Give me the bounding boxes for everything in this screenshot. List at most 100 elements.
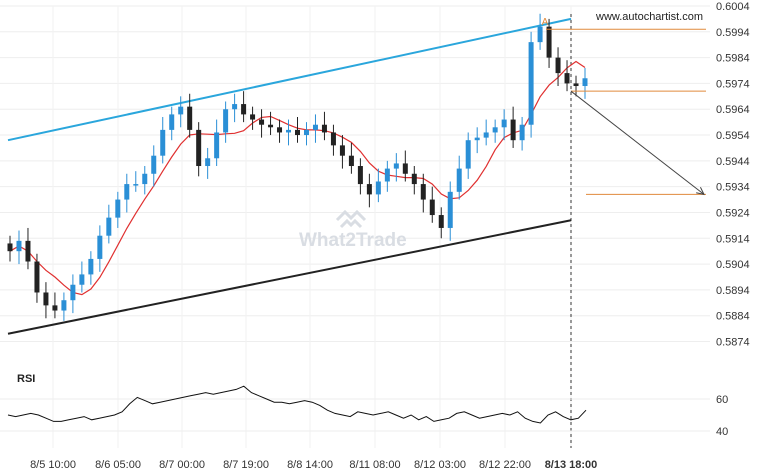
candle-body xyxy=(447,191,453,228)
candle xyxy=(142,166,148,195)
candle-body xyxy=(97,235,103,259)
candle xyxy=(34,253,40,303)
candle xyxy=(268,111,274,136)
candle-body xyxy=(564,73,570,84)
candle-body xyxy=(259,119,265,125)
candle-body xyxy=(214,132,220,159)
candle-body xyxy=(250,114,256,120)
candle-body xyxy=(519,124,525,141)
candle-body xyxy=(582,78,588,87)
price-tick-label: 0.5894 xyxy=(716,285,750,297)
source-label[interactable]: www.autochartist.com xyxy=(595,11,703,23)
time-tick-label: 8/12 03:00 xyxy=(414,459,466,471)
candle xyxy=(384,160,390,192)
grid xyxy=(0,5,710,448)
candle xyxy=(348,142,354,174)
candle-body xyxy=(160,129,166,156)
candle-body xyxy=(70,284,76,301)
price-tick-label: 0.5874 xyxy=(716,337,750,349)
price-tick-label: 0.5924 xyxy=(716,207,750,219)
candle-body xyxy=(528,42,534,125)
candle-body xyxy=(465,140,471,169)
candle-body xyxy=(295,129,300,136)
price-tick-label: 0.5884 xyxy=(716,311,750,323)
candle-body xyxy=(357,166,363,185)
price-tick-label: 0.5904 xyxy=(716,259,750,271)
price-axis: 0.6004 0.5994 0.5984 0.5974 0.5964 0.5954 0.59… xyxy=(716,1,750,349)
price-tick-label: 0.5994 xyxy=(716,27,750,39)
time-tick-label: 8/5 10:00 xyxy=(30,459,76,471)
candle-body xyxy=(339,145,345,156)
candle-body xyxy=(393,163,399,169)
candle xyxy=(510,106,516,148)
chart-pattern: A xyxy=(7,17,572,335)
candle xyxy=(277,119,283,143)
candle xyxy=(393,153,399,182)
candle-body xyxy=(483,132,489,138)
candle xyxy=(501,109,507,141)
candle xyxy=(537,13,543,50)
price-tick-label: 0.5964 xyxy=(716,104,750,116)
candle xyxy=(456,155,462,200)
candle-body xyxy=(348,155,354,167)
price-tick-label: 0.5944 xyxy=(716,156,750,168)
candle-body xyxy=(312,124,318,130)
candle xyxy=(250,106,256,130)
pattern-label: A xyxy=(542,17,549,28)
candle xyxy=(205,147,211,179)
time-tick-label: 8/13 18:00 xyxy=(545,459,598,471)
rsi-title: RSI xyxy=(17,373,35,385)
price-tick-label: 0.5984 xyxy=(716,53,750,65)
price-tick-label: 0.5934 xyxy=(716,182,750,194)
candle-body xyxy=(330,132,336,146)
candle xyxy=(169,106,175,141)
candle xyxy=(366,173,372,208)
candle-body xyxy=(402,163,408,174)
candle xyxy=(25,227,31,270)
candle-body xyxy=(25,240,31,262)
candle xyxy=(133,171,139,192)
candle-body xyxy=(411,173,417,185)
candle xyxy=(303,122,309,146)
candle xyxy=(97,225,103,272)
candle xyxy=(483,119,489,146)
candle xyxy=(232,93,238,123)
candle-body xyxy=(241,104,247,115)
candle-body xyxy=(537,26,543,43)
candle-body xyxy=(7,243,13,252)
candle xyxy=(43,282,49,319)
rsi-tick-label: 60 xyxy=(716,394,728,406)
candle-body xyxy=(142,173,148,185)
time-tick-label: 8/7 00:00 xyxy=(159,459,205,471)
candle xyxy=(555,47,561,87)
candle-body xyxy=(52,305,58,311)
candle xyxy=(375,168,381,203)
candle xyxy=(573,75,579,97)
watermark-text: What2Trade xyxy=(299,230,407,251)
time-tick-label: 8/6 05:00 xyxy=(95,459,141,471)
candle-body xyxy=(61,300,67,311)
candles xyxy=(7,13,588,321)
watermark-icon xyxy=(339,218,363,229)
candle-body xyxy=(268,124,274,128)
candle-body xyxy=(34,261,40,293)
time-axis: 8/5 10:00 8/6 05:00 8/7 00:00 8/7 19:00 8/8 … xyxy=(30,459,597,471)
candle xyxy=(79,261,85,293)
rsi-line xyxy=(7,385,587,424)
candle xyxy=(330,124,336,156)
candle-body xyxy=(88,258,94,275)
candle xyxy=(321,111,327,141)
candle xyxy=(519,116,525,151)
candle-body xyxy=(429,199,435,216)
rsi-tick-label: 40 xyxy=(716,426,728,438)
candle xyxy=(70,274,76,314)
candle xyxy=(61,292,67,321)
candle xyxy=(357,158,363,195)
candle-body xyxy=(205,158,211,167)
candle xyxy=(474,127,480,154)
candle-body xyxy=(492,127,498,133)
price-tick-label: 0.5954 xyxy=(716,130,750,142)
candle xyxy=(402,150,408,182)
candle xyxy=(429,186,435,223)
key-levels xyxy=(546,28,706,196)
